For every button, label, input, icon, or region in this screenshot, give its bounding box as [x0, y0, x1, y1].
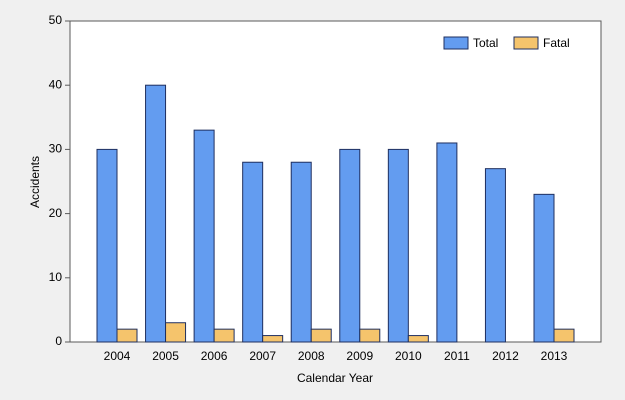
legend-label: Fatal [543, 36, 570, 50]
bar [262, 335, 284, 343]
x-tick-label: 2011 [444, 349, 470, 363]
bar [96, 148, 118, 343]
y-axis-label: Accidents [28, 156, 42, 208]
bar [290, 161, 312, 343]
x-tick-label: 2005 [152, 349, 179, 363]
bar [310, 328, 332, 343]
y-tick-label: 0 [55, 334, 62, 348]
bar [339, 148, 361, 343]
x-tick-label: 2010 [395, 349, 422, 363]
bar [407, 335, 429, 343]
x-axis-label: Calendar Year [297, 371, 373, 385]
legend-swatch [443, 36, 469, 50]
bar [387, 148, 409, 343]
bar [533, 193, 555, 343]
y-tick-label: 40 [49, 77, 63, 91]
legend-label: Total [473, 36, 498, 50]
x-tick-label: 2009 [346, 349, 373, 363]
x-tick-label: 2007 [249, 349, 276, 363]
y-tick-label: 50 [49, 13, 63, 27]
x-tick-label: 2012 [492, 349, 519, 363]
bar [484, 168, 506, 343]
bar [359, 328, 381, 343]
bar [116, 328, 138, 343]
y-tick-label: 20 [49, 206, 63, 220]
bar [165, 322, 187, 343]
y-tick-label: 10 [49, 270, 63, 284]
legend-swatch [513, 36, 539, 50]
x-tick-label: 2013 [541, 349, 568, 363]
x-tick-label: 2004 [104, 349, 131, 363]
x-tick-label: 2008 [298, 349, 325, 363]
bar [436, 142, 458, 343]
y-tick-label: 30 [49, 142, 63, 156]
x-tick-label: 2006 [201, 349, 228, 363]
bar [145, 84, 167, 343]
bar [193, 129, 215, 343]
bar [242, 161, 264, 343]
bar [553, 328, 575, 343]
bar [213, 328, 235, 343]
